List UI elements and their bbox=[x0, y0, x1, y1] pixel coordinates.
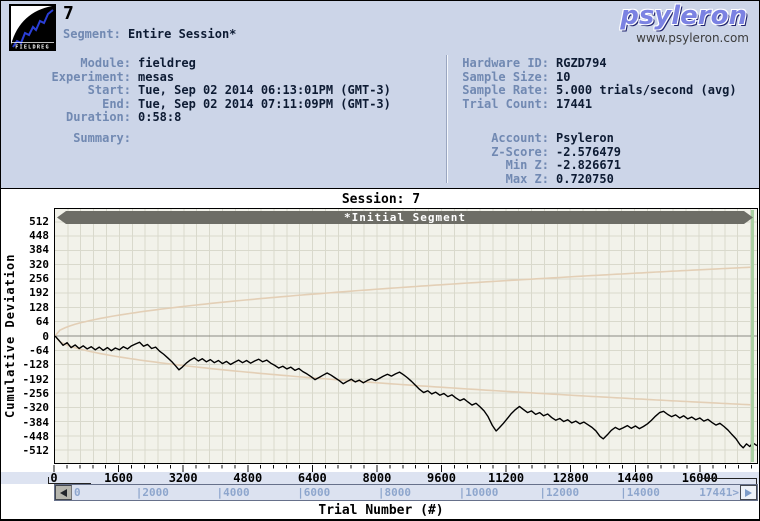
info-row-sample-rate: Sample Rate: 5.000 trials/second (avg) bbox=[462, 83, 737, 97]
fieldreg-logo-text: FIELDREG bbox=[15, 45, 50, 51]
y-tick-label: -128 bbox=[22, 358, 50, 372]
scroll-right-icon bbox=[745, 488, 752, 497]
y-tick-label: 192 bbox=[29, 286, 49, 300]
x-tick-label: 8000 bbox=[362, 471, 392, 485]
segment-end-marker bbox=[751, 210, 754, 462]
session-number: 7 bbox=[63, 3, 74, 24]
trial-scrollbar[interactable]: 0 |2000 |4000 |6000 |8000 |10000 |12000 |14000 1… bbox=[54, 484, 758, 501]
info-row-trial-count: Trial Count: 17441 bbox=[462, 96, 593, 111]
y-axis-tick-labels: 512 448 384 320 256 192 128 64 0 -64 -128 -192 -256-… bbox=[1, 208, 52, 464]
y-tick-label: 512 bbox=[29, 214, 49, 228]
y-tick-label: 320 bbox=[29, 257, 49, 271]
info-row-z-score: Z-Score: -2.576479 bbox=[491, 144, 622, 159]
x-tick-label: 9600 bbox=[427, 471, 456, 485]
scrollbar-label: |4000 bbox=[216, 486, 250, 499]
x-tick-label: 11200 bbox=[488, 471, 525, 485]
scroll-right-button[interactable] bbox=[740, 485, 757, 500]
fieldreg-logo-icon: FIELDREG bbox=[9, 4, 56, 51]
header-separator bbox=[1, 188, 759, 189]
info-row-max-z: Max Z: 0.720750 bbox=[505, 171, 614, 186]
scroll-left-icon bbox=[60, 488, 67, 497]
info-row-account: Account: Psyleron bbox=[491, 131, 614, 145]
y-tick-label: 384 bbox=[29, 243, 49, 257]
x-tick-label: 12800 bbox=[552, 471, 589, 485]
y-tick-label: 0 bbox=[42, 329, 49, 343]
scrollbar-track[interactable]: 0 |2000 |4000 |6000 |8000 |10000 |12000 |14000 1… bbox=[55, 486, 759, 500]
scrollbar-label: 0 bbox=[74, 486, 81, 499]
scrollbar-label: 17441> bbox=[699, 486, 739, 499]
y-axis-title: Cumulative Deviation bbox=[3, 253, 17, 419]
info-row-module: Module: fieldreg bbox=[80, 56, 196, 70]
info-row-duration: Duration: 0:58:8 bbox=[65, 110, 182, 124]
x-tick-label: 6400 bbox=[297, 471, 327, 485]
info-panel-right: Hardware ID: RGZD794 Sample Size: 10 Sampl… bbox=[447, 56, 759, 186]
scrollbar-label: |14000 bbox=[620, 486, 660, 499]
y-tick-label: -384 bbox=[22, 415, 50, 429]
chart-section: Session: 7 *Initial Segment 512 448 384 320… bbox=[1, 189, 759, 519]
zoom-bracket-left bbox=[48, 477, 91, 484]
scrollbar-label: |2000 bbox=[135, 486, 169, 499]
segment-line: Segment: Entire Session* bbox=[63, 27, 236, 41]
segment-label: Segment: bbox=[63, 27, 121, 41]
info-row-hardware-id: Hardware ID: RGZD794 bbox=[462, 56, 607, 70]
x-tick-label: 3200 bbox=[168, 471, 198, 485]
x-axis-ticks bbox=[53, 465, 752, 472]
scrollbar-label: |6000 bbox=[297, 486, 331, 499]
x-tick-label: 14400 bbox=[617, 471, 654, 485]
info-row-min-z: Min Z: -2.826671 bbox=[505, 158, 622, 172]
segment-value: Entire Session* bbox=[128, 27, 237, 41]
x-axis-title: Trial Number (#) bbox=[318, 503, 444, 518]
info-row-end: End: Tue, Sep 02 2014 07:11:09PM (GMT-3) bbox=[102, 96, 391, 111]
y-tick-label: 128 bbox=[29, 300, 49, 314]
x-tick-label: 1600 bbox=[104, 471, 134, 485]
scrollbar-label: |12000 bbox=[539, 486, 580, 499]
plot-area[interactable]: *Initial Segment bbox=[54, 208, 758, 464]
info-divider bbox=[446, 55, 448, 183]
y-tick-label: -256 bbox=[22, 386, 50, 400]
psyleron-url: www.psyleron.com bbox=[636, 31, 749, 45]
scroll-left-button[interactable] bbox=[55, 485, 72, 500]
x-axis-tick-labels: 0 1600 3200 4800 6400 8000 9600 11200 12800 14400… bbox=[1, 471, 759, 485]
x-tick-label: 0 bbox=[50, 471, 58, 485]
x-tick-label: 4800 bbox=[233, 471, 263, 485]
chart-session-title: Session: 7 bbox=[341, 192, 421, 207]
y-tick-label: -192 bbox=[22, 372, 50, 386]
y-tick-label: 64 bbox=[35, 315, 49, 329]
info-row-experiment: Experiment: mesas bbox=[51, 69, 175, 84]
y-tick-label: -512 bbox=[22, 444, 50, 458]
y-tick-label: -448 bbox=[22, 430, 50, 444]
info-row-summary: Summary: bbox=[73, 130, 131, 145]
info-row-start: Start: Tue, Sep 02 2014 06:13:01PM (GMT-3… bbox=[87, 83, 391, 97]
cumulative-deviation-plot bbox=[55, 209, 757, 463]
info-row-sample-size: Sample Size: 10 bbox=[462, 69, 571, 84]
x-tick-label: 16000 bbox=[681, 471, 718, 485]
scrollbar-label: |8000 bbox=[377, 486, 412, 499]
scrollbar-label: |10000 bbox=[458, 486, 499, 499]
psyleron-logo: psyleron bbox=[620, 1, 747, 31]
y-tick-label: -320 bbox=[22, 401, 50, 415]
y-tick-label: -64 bbox=[29, 343, 49, 357]
y-tick-label: 256 bbox=[29, 272, 49, 285]
segment-bar[interactable]: *Initial Segment bbox=[57, 211, 753, 224]
y-tick-label: 448 bbox=[29, 228, 49, 242]
info-panel-left: Module: fieldreg Experiment: mesas Start: T… bbox=[1, 56, 446, 145]
